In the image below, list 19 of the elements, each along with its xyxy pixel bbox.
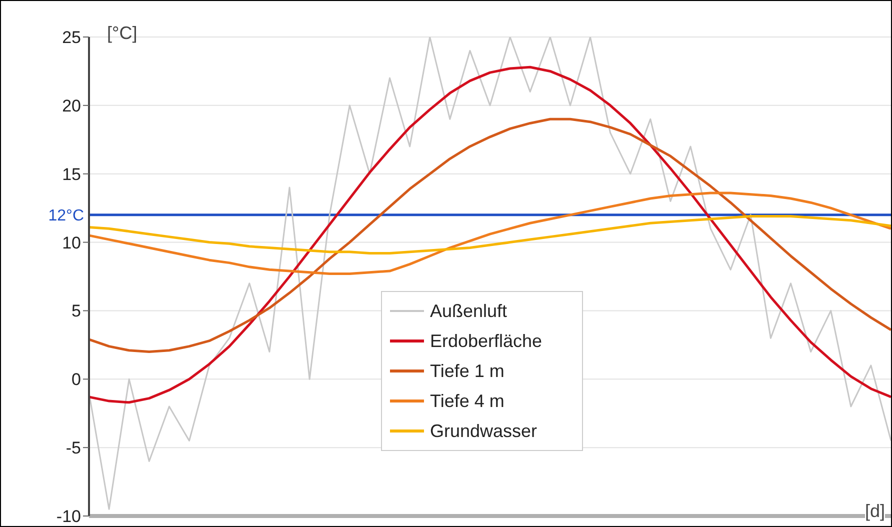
legend-label: Außenluft — [430, 300, 508, 323]
line-series — [88, 192, 891, 276]
y-tick-label: 25 — [62, 28, 81, 48]
line-series — [88, 215, 891, 254]
y-tick-label: 0 — [72, 370, 81, 390]
line-series — [88, 118, 891, 354]
legend-label: Tiefe 1 m — [430, 360, 504, 383]
y-tick-label: 20 — [62, 96, 81, 116]
legend-label: Erdoberfläche — [430, 330, 542, 353]
x-axis-title: [d] — [864, 501, 885, 522]
y-tick-label: -5 — [66, 438, 81, 458]
y-axis-title: [°C] — [107, 23, 138, 44]
legend-label: Tiefe 4 m — [430, 390, 504, 413]
y-tick-label: 15 — [62, 164, 81, 184]
ref-line-label: 12°C — [48, 208, 84, 225]
legend-label: Grundwasser — [430, 420, 538, 443]
y-tick-label: 5 — [72, 302, 81, 321]
y-tick-label: 10 — [62, 233, 81, 252]
y-tick-label: -10 — [56, 507, 81, 526]
